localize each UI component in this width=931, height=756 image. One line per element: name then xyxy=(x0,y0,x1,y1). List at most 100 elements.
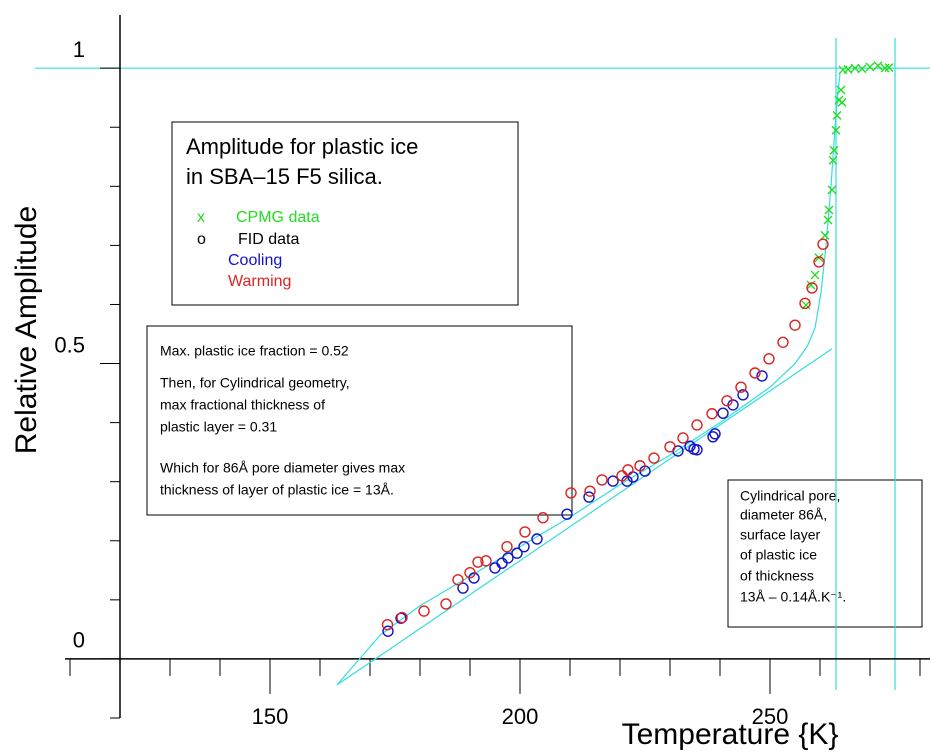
data-point xyxy=(691,419,703,431)
data-point xyxy=(817,238,829,250)
x-axis-label: Temperature {K} xyxy=(622,718,839,751)
data-point xyxy=(850,63,860,73)
data-point xyxy=(717,407,729,419)
data-point xyxy=(810,270,820,280)
data-point xyxy=(735,381,747,393)
note-text: Then, for Cylindrical geometry, xyxy=(160,375,350,391)
legend-box xyxy=(171,121,519,306)
legend-entry: Warming xyxy=(228,273,291,290)
data-point xyxy=(596,474,608,486)
data-point xyxy=(843,64,853,74)
legend-symbol: x xyxy=(197,209,205,226)
data-point xyxy=(727,399,739,411)
data-point xyxy=(480,555,492,567)
note-text: Max. plastic ice fraction = 0.52 xyxy=(160,343,349,359)
data-point xyxy=(457,582,469,594)
data-point xyxy=(836,85,846,95)
data-point xyxy=(440,598,452,610)
legend-entry: Cooling xyxy=(228,252,282,269)
legend-symbol: o xyxy=(197,231,206,248)
note-text: Which for 86Å pore diameter gives max xyxy=(160,460,405,476)
data-point xyxy=(396,611,408,624)
note-box xyxy=(727,479,923,628)
data-point xyxy=(831,125,841,135)
data-point xyxy=(707,431,719,443)
data-point xyxy=(677,432,689,444)
data-point xyxy=(561,508,573,520)
data-point xyxy=(721,395,733,407)
data-point xyxy=(857,64,867,74)
data-point xyxy=(749,367,761,379)
data-point xyxy=(820,230,830,240)
data-point xyxy=(518,540,530,553)
data-point xyxy=(709,428,721,440)
data-point xyxy=(837,97,847,107)
data-point xyxy=(865,62,875,72)
data-point xyxy=(622,464,634,476)
note-text: of plastic ice xyxy=(740,547,817,563)
data-point xyxy=(756,370,768,382)
legend-title: Amplitude for plastic ice xyxy=(186,134,418,159)
y-tick-label: 0 xyxy=(73,628,85,653)
data-point xyxy=(799,297,811,309)
note-text: Cylindrical pore, xyxy=(740,488,840,504)
data-point xyxy=(501,540,513,553)
data-point xyxy=(584,485,596,497)
data-point xyxy=(806,280,816,290)
data-point xyxy=(381,618,394,631)
data-point xyxy=(418,605,430,617)
data-point xyxy=(763,353,775,365)
data-point xyxy=(464,566,476,579)
note-text: of thickness xyxy=(740,568,814,584)
note-text: diameter 86Å, xyxy=(740,507,827,523)
data-point xyxy=(648,452,660,464)
note-text: thickness of layer of plastic ice = 13Å. xyxy=(160,482,394,498)
data-point xyxy=(472,556,484,568)
y-axis-label: Relative Amplitude xyxy=(10,206,43,454)
x-tick-label: 200 xyxy=(502,704,539,729)
data-point xyxy=(823,215,833,225)
note-text: plastic layer = 0.31 xyxy=(160,419,277,435)
data-point xyxy=(737,389,749,401)
data-point xyxy=(616,470,628,482)
data-point xyxy=(806,282,818,294)
data-point xyxy=(583,491,595,503)
data-point xyxy=(664,441,676,453)
note-text: surface layer xyxy=(740,527,820,543)
data-point xyxy=(691,444,703,456)
legend-title: in SBA–15 F5 silica. xyxy=(186,164,383,189)
data-point xyxy=(777,336,789,348)
note-text: max fractional thickness of xyxy=(160,397,325,413)
data-point xyxy=(829,145,839,155)
data-point xyxy=(884,63,894,73)
data-point xyxy=(565,487,577,499)
data-point xyxy=(706,408,718,420)
fit-line xyxy=(336,348,833,686)
data-point xyxy=(824,205,834,215)
data-point xyxy=(832,110,842,120)
data-point xyxy=(828,155,838,165)
data-point xyxy=(813,256,825,268)
data-point xyxy=(789,319,801,331)
x-tick-label: 250 xyxy=(752,704,789,729)
data-point xyxy=(537,512,549,524)
y-tick-label: 0.5 xyxy=(54,332,85,357)
data-point xyxy=(873,61,883,71)
data-point xyxy=(511,547,523,559)
note-box xyxy=(146,325,573,516)
legend-group: FID data xyxy=(238,231,299,248)
x-tick-label: 150 xyxy=(252,704,289,729)
data-point xyxy=(496,557,508,569)
data-point xyxy=(519,526,531,538)
data-point xyxy=(827,185,837,195)
data-point xyxy=(531,533,543,545)
y-tick-label: 1 xyxy=(73,37,85,62)
legend-entry: CPMG data xyxy=(236,209,320,226)
data-point xyxy=(489,562,501,574)
data-point xyxy=(814,253,824,263)
data-point xyxy=(634,460,646,472)
data-point xyxy=(502,552,514,564)
data-point xyxy=(382,625,394,637)
data-point xyxy=(607,475,619,487)
